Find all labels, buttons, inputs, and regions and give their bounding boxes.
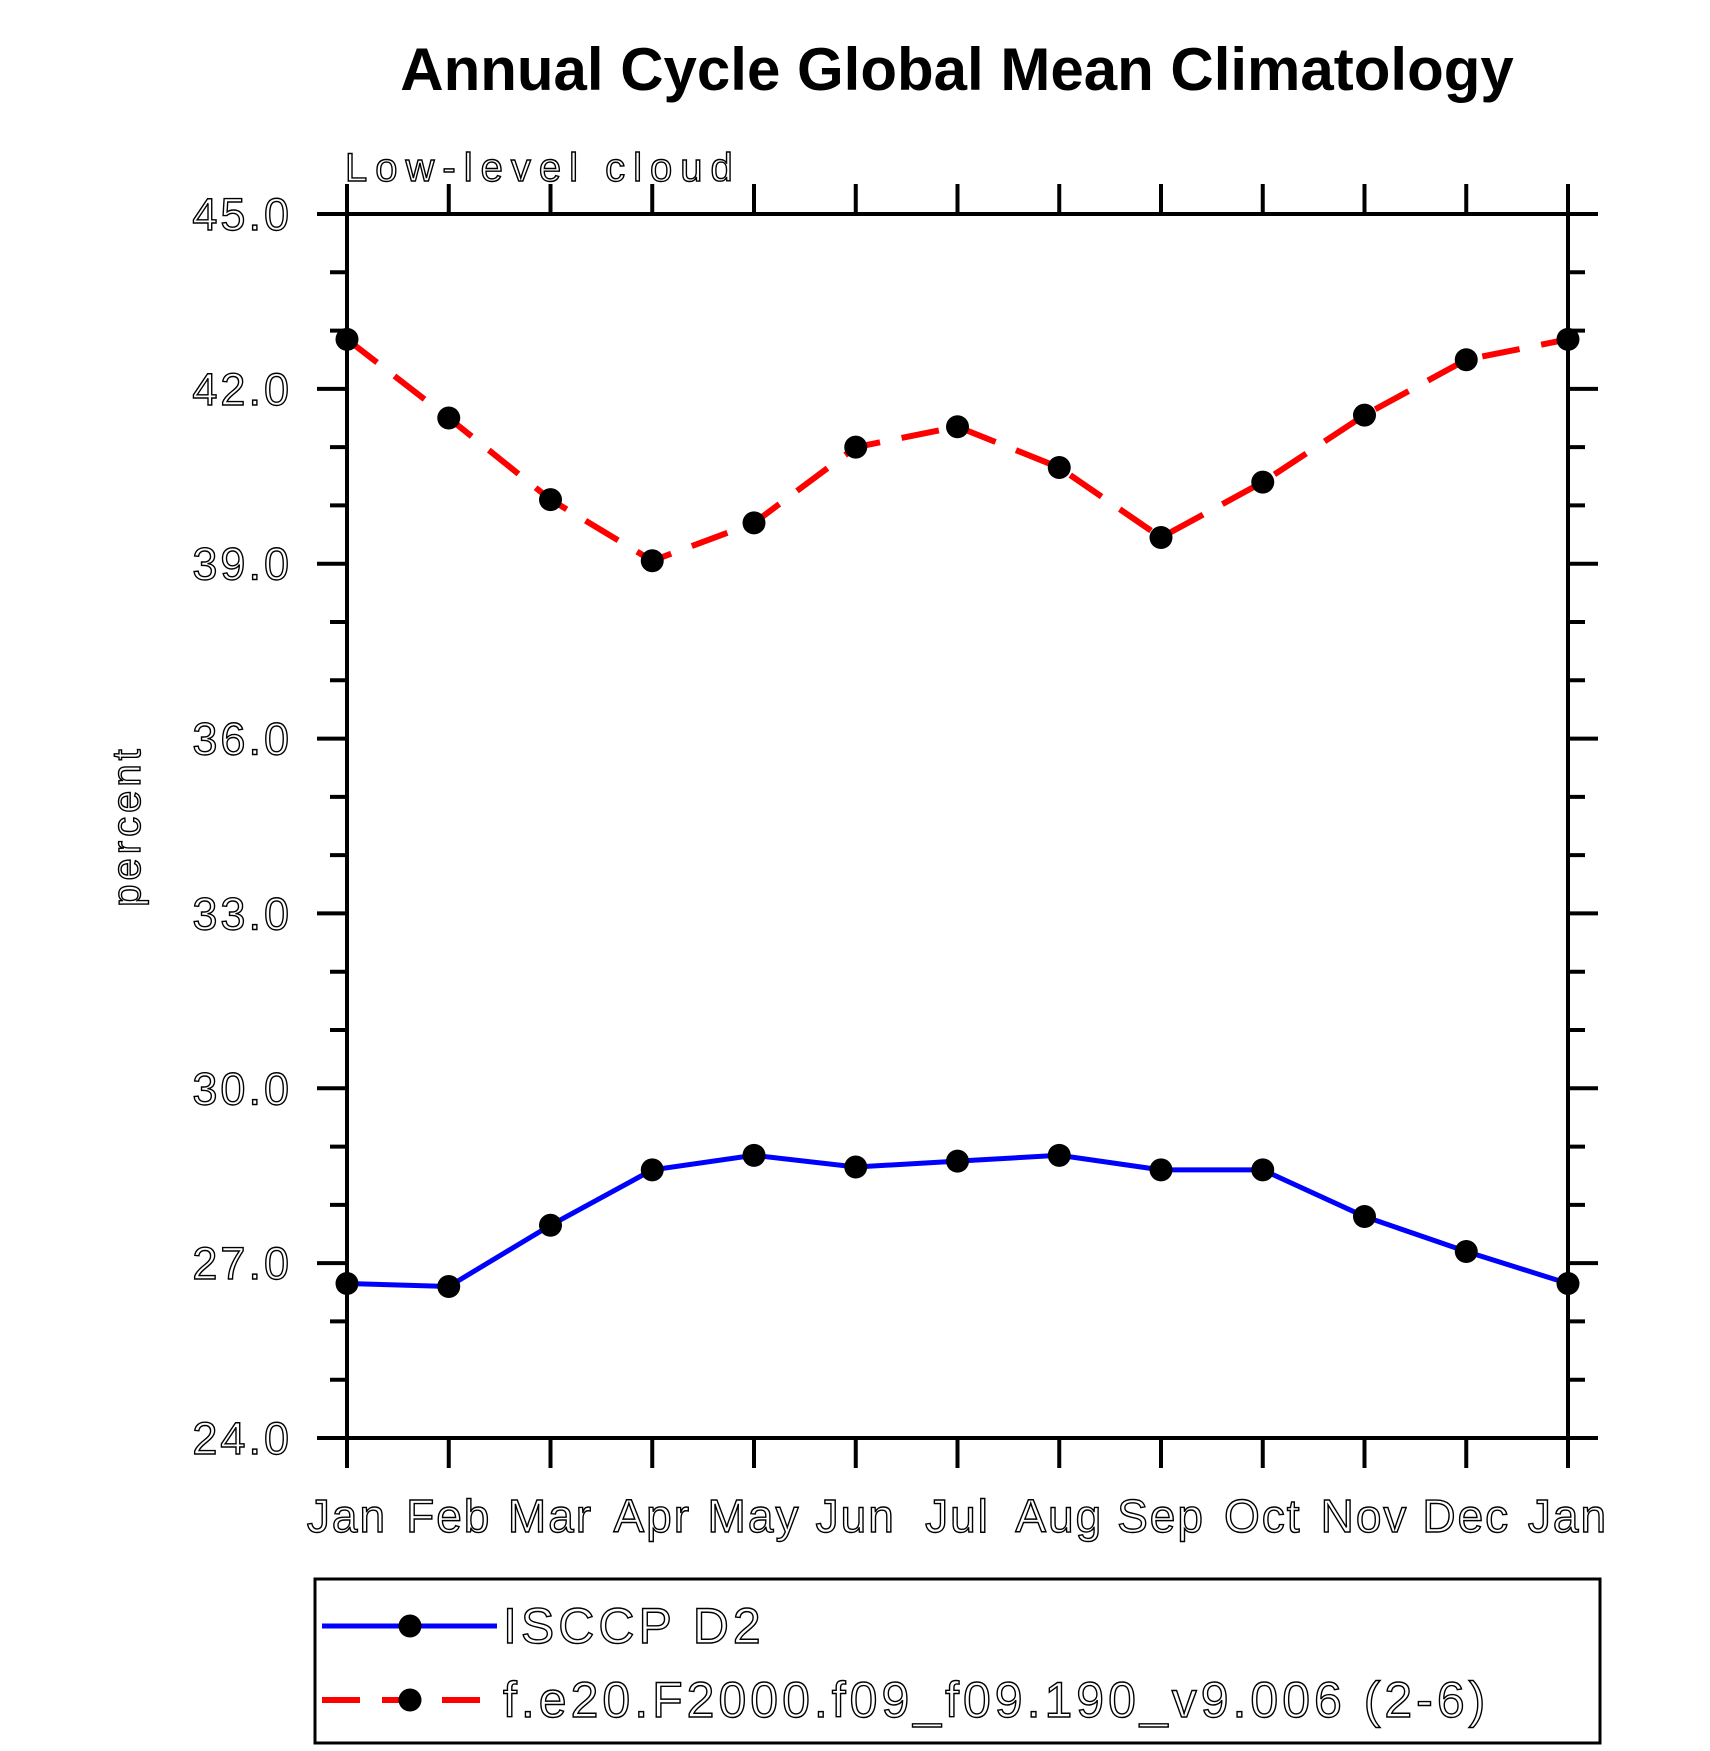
- data-point: [640, 1158, 664, 1182]
- legend-marker-dot-icon: [398, 1614, 422, 1638]
- legend-label-isccp: ISCCP D2: [503, 1598, 765, 1654]
- data-point: [1454, 1239, 1478, 1263]
- data-point: [946, 1149, 969, 1173]
- data-point: [844, 1155, 868, 1179]
- legend: ISCCP D2 f.e20.F2000.f09_f09.190_v9.006 …: [313, 1577, 1602, 1745]
- series-line: [346, 1152, 1569, 1289]
- data-point: [539, 488, 562, 512]
- axes: 24.0 27.0 30.0 33.0 36.0 39.0 42.0 45.0 Jan Feb Ma…: [192, 184, 1608, 1543]
- data-point: [1251, 470, 1275, 494]
- plot-series: [335, 327, 1580, 1298]
- data-point: [1353, 1205, 1376, 1229]
- y-tick-label: 36.0: [192, 714, 292, 765]
- data-point: [1556, 327, 1580, 351]
- y-tick-label: 33.0: [192, 888, 292, 939]
- y-tick-label: 30.0: [192, 1063, 292, 1114]
- y-tick-label: 27.0: [192, 1238, 292, 1289]
- x-tick-label: Jun: [816, 1490, 896, 1542]
- data-point: [946, 415, 969, 439]
- data-point: [742, 1143, 766, 1167]
- data-point: [1556, 1272, 1580, 1296]
- data-point: [1047, 456, 1071, 480]
- series-line: [345, 336, 1569, 565]
- data-point: [437, 406, 461, 430]
- data-point: [640, 549, 664, 573]
- data-point: [1149, 1158, 1173, 1182]
- x-tick-label: Mar: [508, 1490, 593, 1542]
- x-tick-label: Aug: [1015, 1490, 1103, 1542]
- x-tick-label: Jul: [925, 1490, 990, 1542]
- data-point: [335, 1272, 359, 1296]
- x-tick-label: Apr: [613, 1490, 691, 1542]
- y-tick-label: 24.0: [192, 1413, 292, 1464]
- x-tick-label: May: [708, 1490, 801, 1542]
- data-point: [1353, 403, 1376, 427]
- x-tick-label: Dec: [1422, 1490, 1510, 1542]
- legend-label-model: f.e20.F2000.f09_f09.190_v9.006 (2-6): [503, 1672, 1489, 1728]
- x-tick-label: Oct: [1224, 1490, 1302, 1542]
- y-tick-label: 39.0: [192, 539, 292, 590]
- x-tick-label: Jan: [1528, 1490, 1608, 1542]
- data-point: [1251, 1158, 1275, 1182]
- y-tick-label: 45.0: [192, 189, 292, 240]
- chart-subtitle: Low-level cloud: [345, 146, 741, 190]
- data-point: [1454, 348, 1478, 372]
- legend-box: [313, 1577, 1602, 1745]
- plot-frame: [345, 212, 1570, 1440]
- y-axis-label: percent: [105, 745, 149, 906]
- y-tick-label: 42.0: [192, 364, 292, 415]
- data-point: [844, 435, 868, 459]
- data-point: [335, 327, 359, 351]
- chart-title: Annual Cycle Global Mean Climatology: [400, 36, 1514, 103]
- x-tick-label: Nov: [1321, 1490, 1409, 1542]
- data-point: [539, 1213, 562, 1237]
- x-tick-label: Sep: [1117, 1490, 1205, 1542]
- data-point: [742, 511, 766, 535]
- legend-marker-dot-icon: [398, 1688, 422, 1712]
- data-point: [1047, 1143, 1071, 1167]
- x-tick-label: Feb: [406, 1490, 491, 1542]
- data-point: [1149, 525, 1173, 549]
- data-point: [437, 1274, 461, 1298]
- x-tick-label: Jan: [307, 1490, 387, 1542]
